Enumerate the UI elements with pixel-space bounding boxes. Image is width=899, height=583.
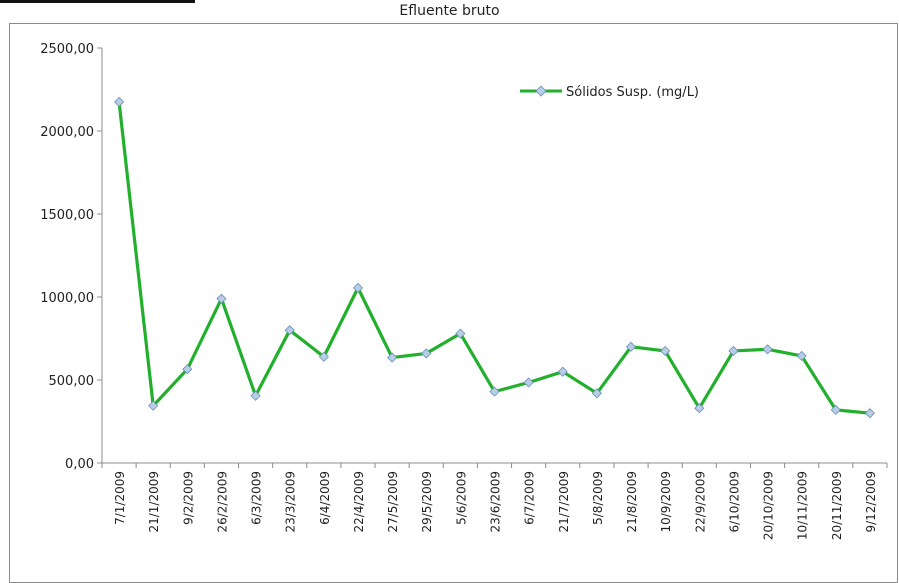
data-point xyxy=(523,377,534,388)
x-tick-label: 26/2/2009 xyxy=(215,471,229,533)
x-tick-label: 9/2/2009 xyxy=(181,471,195,525)
data-point xyxy=(387,352,398,363)
data-point xyxy=(728,345,739,357)
chart-frame xyxy=(9,23,898,583)
series-line xyxy=(117,101,871,415)
data-point xyxy=(352,282,364,293)
y-tick-label: 2000,00 xyxy=(40,125,94,140)
x-tick-label: 21/7/2009 xyxy=(557,471,571,533)
top-rule xyxy=(0,0,195,3)
data-point xyxy=(489,386,500,397)
x-tick-label: 22/9/2009 xyxy=(693,471,707,533)
x-tick-label: 23/3/2009 xyxy=(284,471,298,533)
data-point xyxy=(830,404,841,415)
data-point xyxy=(113,96,125,108)
x-tick-label: 7/1/2009 xyxy=(113,471,127,525)
y-tick-label: 2500,00 xyxy=(40,42,94,57)
axes xyxy=(101,48,887,464)
x-tick-label: 29/5/2009 xyxy=(420,471,434,533)
data-point xyxy=(318,351,329,362)
x-tick-label: 6/7/2009 xyxy=(523,471,537,525)
x-tick-label: 9/12/2009 xyxy=(864,471,878,533)
series-layer xyxy=(113,96,876,419)
data-point xyxy=(557,366,568,377)
y-tick-label: 500,00 xyxy=(49,374,95,389)
data-point xyxy=(216,293,227,304)
data-point xyxy=(625,341,637,352)
x-tick-label: 21/8/2009 xyxy=(625,471,639,533)
x-tick-label: 10/11/2009 xyxy=(796,471,810,540)
data-point xyxy=(182,364,193,375)
x-tick-label: 21/1/2009 xyxy=(147,471,161,533)
x-axis-ticks: 7/1/2009 21/1/2009 9/2/2009 26/2/2009 6/3/20… xyxy=(101,463,888,540)
data-point xyxy=(762,344,773,355)
y-tick-label: 0,00 xyxy=(65,457,94,472)
legend-swatch-marker xyxy=(535,85,547,97)
legend-label: Sólidos Susp. (mg/L) xyxy=(566,85,699,100)
data-point xyxy=(421,348,432,359)
data-point xyxy=(250,390,261,401)
data-point xyxy=(660,345,671,357)
x-tick-label: 5/6/2009 xyxy=(454,471,468,525)
chart-title: Efluente bruto xyxy=(399,3,500,19)
y-tick-label: 1500,00 xyxy=(40,208,94,223)
legend: Sólidos Susp. (mg/L) xyxy=(520,85,699,100)
y-tick-label: 1000,00 xyxy=(40,291,94,306)
x-tick-label: 22/4/2009 xyxy=(352,471,366,533)
x-tick-label: 10/9/2009 xyxy=(659,471,673,533)
x-tick-label: 20/10/2009 xyxy=(762,471,776,540)
x-tick-label: 6/3/2009 xyxy=(250,471,264,525)
x-tick-label: 6/10/2009 xyxy=(727,471,741,533)
x-tick-label: 27/5/2009 xyxy=(386,471,400,533)
x-tick-label: 5/8/2009 xyxy=(591,471,605,525)
x-tick-label: 23/6/2009 xyxy=(489,471,503,533)
data-point xyxy=(796,350,807,361)
data-point xyxy=(694,403,705,414)
y-axis-ticks: 0,00 500,00 1000,00 1500,00 2000,00 2500,00 xyxy=(40,42,102,472)
data-point xyxy=(591,388,602,399)
data-point xyxy=(864,408,876,419)
data-point xyxy=(148,400,159,411)
data-point xyxy=(455,328,466,339)
x-tick-label: 20/11/2009 xyxy=(830,471,844,540)
x-tick-label: 6/4/2009 xyxy=(318,471,332,525)
data-point xyxy=(284,325,295,336)
